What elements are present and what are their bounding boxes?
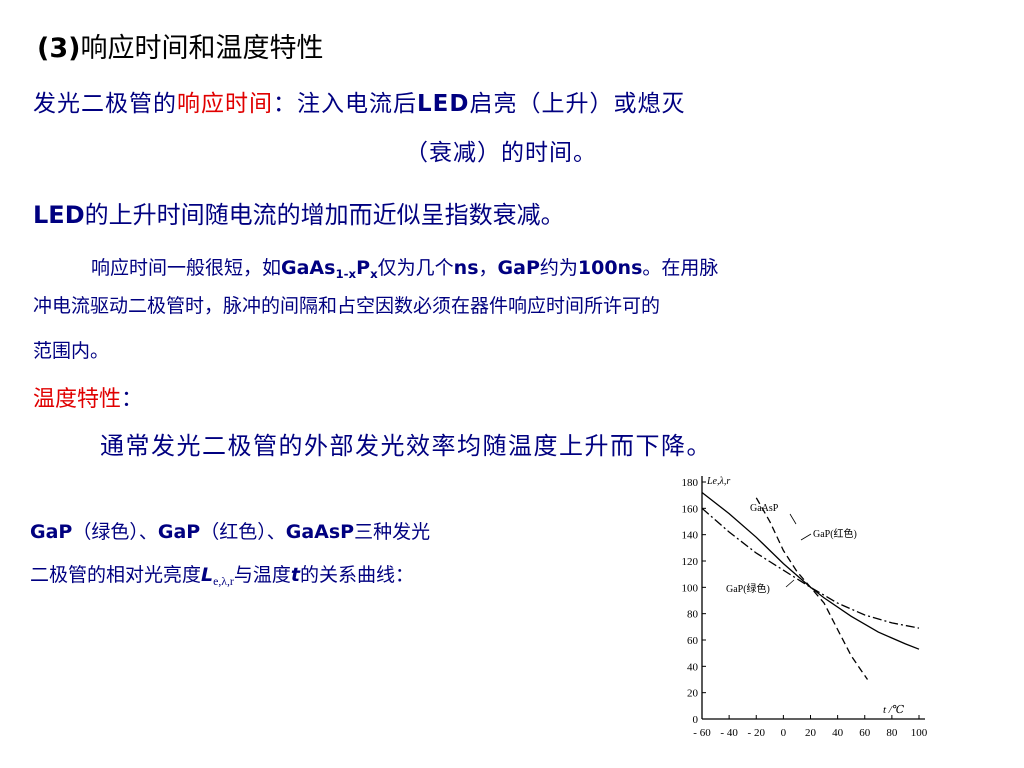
- y-tick-label: 140: [682, 530, 699, 542]
- section-title: (3)响应时间和温度特性: [37, 26, 323, 65]
- caption-gap-green: GaP: [30, 521, 73, 543]
- caption-red: （红色）、: [200, 521, 286, 543]
- decay-text: 的上升时间随电流的增加而近似呈指数衰减。: [84, 201, 565, 229]
- x-tick-label: 60: [859, 727, 871, 739]
- paragraph-comma: ，: [478, 257, 498, 279]
- y-tick-label: 100: [682, 582, 699, 594]
- ns-unit: ns: [453, 257, 479, 279]
- section-title-text: 响应时间和温度特性: [80, 33, 324, 64]
- y-axis-label: Le,λ,r: [706, 476, 730, 487]
- caption-line-2: 二极管的相对光亮度Le,λ,r与温度t的关系曲线：: [30, 560, 414, 589]
- x-tick-label: - 20: [748, 727, 766, 739]
- caption-gap-red: GaP: [157, 521, 201, 543]
- paragraph-part-4: 。在用脉: [642, 257, 719, 279]
- caption-line2-c: 的关系曲线：: [299, 564, 414, 586]
- caption-line2-a: 二极管的相对光亮度: [30, 564, 202, 586]
- temperature-heading-colon: ：: [121, 387, 144, 412]
- series-line-0: [701, 491, 920, 650]
- y-tick-label: 120: [682, 556, 699, 568]
- caption-luminance-symbol: L: [201, 564, 214, 586]
- phosphorus-subscript: x: [370, 266, 378, 281]
- definition-prefix: 发光二极管的: [33, 91, 177, 117]
- caption-rest: 三种发光: [354, 521, 431, 543]
- gap-green-series-label: GaP(绿色): [726, 582, 770, 595]
- phosphorus-symbol: P: [356, 257, 371, 279]
- gap-red-leader-line: [800, 533, 812, 541]
- section-number: (3): [37, 33, 81, 64]
- y-tick-label: 0: [693, 714, 699, 726]
- x-axis-label: t /℃: [883, 704, 905, 716]
- x-tick-label: - 60: [693, 727, 711, 739]
- gap-formula: GaP: [497, 257, 540, 279]
- chart-labels: GaAsP GaP(红色) GaP(绿色) Le,λ,r t /℃: [706, 476, 905, 716]
- paragraph-part-1: 响应时间一般很短，如: [91, 257, 282, 279]
- caption-gaasp: GaAsP: [285, 521, 355, 543]
- definition-led: LED: [417, 91, 470, 117]
- definition-colon: ：: [273, 91, 297, 117]
- chart-series: [701, 491, 920, 680]
- y-tick-label: 160: [682, 503, 699, 515]
- x-tick-label: 40: [832, 727, 844, 739]
- definition-line-1: 发光二极管的响应时间：注入电流后LED启亮（上升）或熄灭: [33, 84, 685, 118]
- caption-luminance-subscript: e,λ,r: [213, 574, 234, 588]
- decay-led: LED: [33, 201, 85, 229]
- y-tick-label: 20: [687, 688, 699, 700]
- gaas-formula: GaAs: [281, 257, 336, 279]
- paragraph-line-1: 响应时间一般很短，如GaAs1-xPx仅为几个ns，GaP约为100ns。在用脉: [91, 253, 718, 281]
- x-tick-label: - 40: [720, 727, 738, 739]
- gap-green-leader-line: [785, 579, 795, 588]
- gap-response-value: 100ns: [577, 257, 643, 279]
- x-tick-label: 20: [805, 727, 817, 739]
- gaas-subscript: 1-x: [335, 266, 357, 281]
- caption-green: （绿色）、: [72, 521, 158, 543]
- caption-line2-b: 与温度: [233, 564, 291, 586]
- temperature-description: 通常发光二极管的外部发光效率均随温度上升而下降。: [100, 432, 712, 460]
- definition-text: 注入电流后: [297, 91, 417, 117]
- gaasp-leader-line: [789, 513, 797, 525]
- decay-statement: LED的上升时间随电流的增加而近似呈指数衰减。: [33, 195, 565, 230]
- definition-line-2: （衰减）的时间。: [405, 140, 597, 166]
- x-tick-label: 100: [911, 727, 928, 739]
- gap-red-series-label: GaP(红色): [813, 527, 857, 540]
- y-tick-label: 40: [687, 661, 699, 673]
- y-tick-label: 180: [682, 477, 699, 489]
- x-tick-label: 0: [781, 727, 787, 739]
- definition-text-end: 启亮（上升）或熄灭: [469, 91, 686, 117]
- y-tick-label: 80: [687, 609, 699, 621]
- temperature-heading-text: 温度特性: [33, 387, 122, 412]
- chart-axes: [701, 476, 925, 720]
- paragraph-line-3: 范围内。: [33, 340, 110, 362]
- caption-line-1: GaP（绿色）、GaP（红色）、GaAsP三种发光: [30, 517, 430, 544]
- caption-temperature-symbol: t: [290, 564, 300, 586]
- gaasp-series-label: GaAsP: [750, 503, 779, 514]
- paragraph-part-2: 仅为几个: [377, 257, 454, 279]
- series-line-1: [755, 497, 869, 680]
- response-time-term: 响应时间: [177, 91, 273, 117]
- temperature-heading: 温度特性：: [33, 381, 143, 413]
- series-line-2: [701, 507, 920, 629]
- x-tick-label: 80: [886, 727, 898, 739]
- y-tick-label: 60: [687, 635, 699, 647]
- paragraph-part-3: 约为: [539, 257, 578, 279]
- paragraph-line-2: 冲电流驱动二极管时，脉冲的间隔和占空因数必须在器件响应时间所许可的: [33, 295, 661, 317]
